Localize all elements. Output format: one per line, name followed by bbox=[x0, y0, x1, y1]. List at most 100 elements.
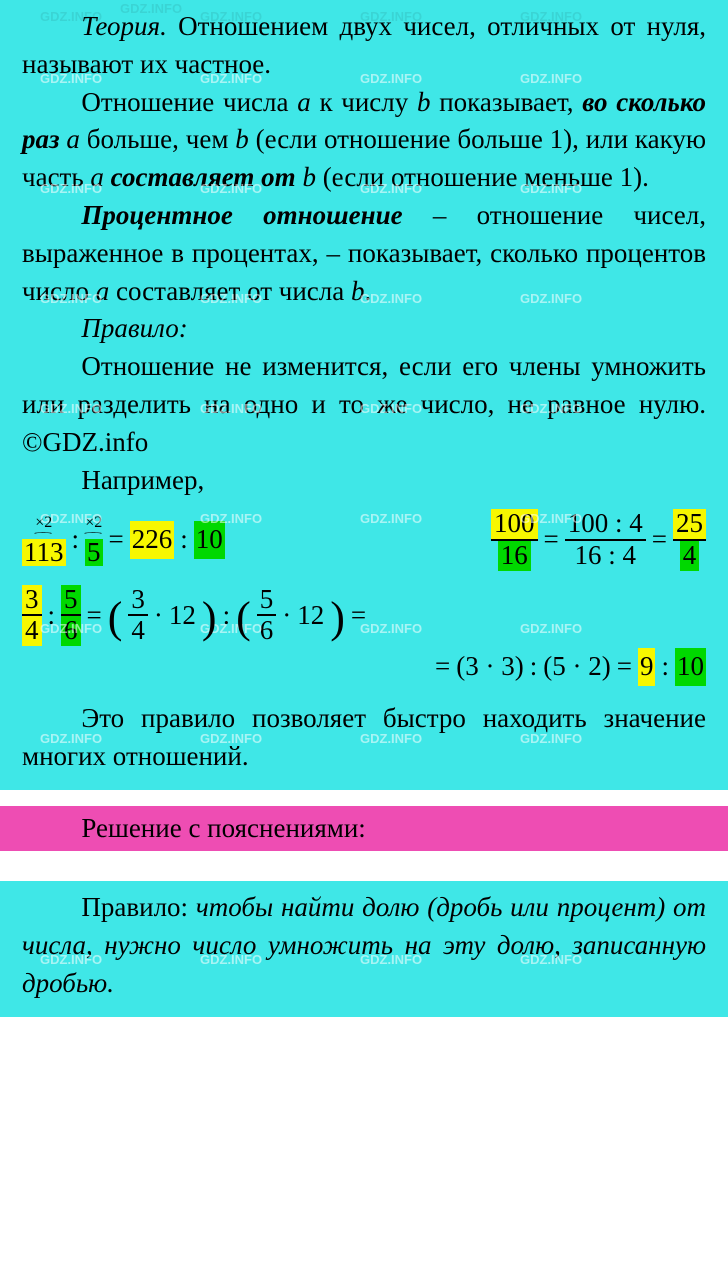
solution-block: GDZ.INFO GDZ.INFO GDZ.INFO GDZ.INFO GDZ.… bbox=[0, 881, 728, 1016]
overbrace-term: ×2 ⏞ 5 bbox=[85, 515, 103, 566]
math-var: a bbox=[90, 162, 104, 192]
equation-2a: 3 4 : 5 6 = ( 3 4 · 12 ) : ( 5 6 · bbox=[22, 585, 366, 646]
fraction: 3 4 bbox=[22, 585, 42, 646]
text: составляет от числа bbox=[109, 276, 351, 306]
highlighted-number: 226 bbox=[130, 521, 175, 559]
denominator: 4 bbox=[22, 616, 42, 646]
numerator: 5 bbox=[257, 585, 277, 617]
expression: (3 · 3) bbox=[456, 648, 523, 686]
example-label: Например, bbox=[22, 462, 706, 500]
text: Отношение не изменится, если его члены у… bbox=[22, 351, 706, 457]
brace-icon: ⏞ bbox=[85, 533, 104, 540]
number: 12 bbox=[169, 597, 196, 635]
operator: = bbox=[652, 521, 667, 559]
numerator: 5 bbox=[61, 585, 81, 617]
highlighted-number: 113 bbox=[22, 539, 66, 566]
solution-rule: Правило: чтобы найти долю (дробь или про… bbox=[22, 889, 706, 1002]
rule-text: Отношение не изменится, если его члены у… bbox=[22, 348, 706, 461]
theory-footer: Это правило позволяет быстро находить зн… bbox=[22, 700, 706, 776]
math-var: b bbox=[302, 162, 316, 192]
paren-close-icon: ) bbox=[202, 600, 217, 635]
section-gap: GDZ.INFO bbox=[0, 790, 728, 806]
solution-header: Решение с пояснениями: bbox=[22, 810, 706, 848]
multiplier-label: ×2 bbox=[85, 515, 102, 531]
equation-1b: 100 16 = 100 : 4 16 : 4 = 25 4 bbox=[491, 509, 706, 570]
equation-1a: ×2 ⏞ 113 : ×2 ⏞ 5 = 226 : 10 bbox=[22, 515, 225, 566]
denominator: 16 bbox=[498, 541, 531, 571]
fraction: 100 : 4 16 : 4 bbox=[565, 509, 646, 570]
operator: = bbox=[87, 597, 102, 635]
theory-para-3: Процентное отношение – отношение чисел, … bbox=[22, 197, 706, 310]
highlighted-number: 10 bbox=[194, 521, 225, 559]
emphasis: Процентное отношение bbox=[81, 200, 402, 230]
fraction: 5 6 bbox=[257, 585, 277, 646]
numerator: 25 bbox=[673, 509, 706, 541]
highlighted-number: 10 bbox=[675, 648, 706, 686]
multiplier-label: ×2 bbox=[35, 515, 52, 531]
math-var: a bbox=[96, 276, 110, 306]
math-example-row-2a: 3 4 : 5 6 = ( 3 4 · 12 ) : ( 5 6 · bbox=[22, 585, 706, 646]
paren-close-icon: ) bbox=[330, 600, 345, 635]
highlighted-number: 9 bbox=[638, 648, 656, 686]
denominator: 4 bbox=[128, 616, 148, 646]
fraction: 100 16 bbox=[491, 509, 538, 570]
operator: : bbox=[180, 521, 188, 559]
brace-icon: ⏞ bbox=[34, 533, 53, 540]
text: Отношение числа bbox=[81, 87, 297, 117]
fraction: 25 4 bbox=[673, 509, 706, 570]
emphasis: составляет от bbox=[111, 162, 296, 192]
text: больше, чем bbox=[80, 124, 235, 154]
numerator: 100 : 4 bbox=[565, 509, 646, 541]
text: Например, bbox=[81, 465, 204, 495]
paren-open-icon: ( bbox=[108, 600, 123, 635]
text: показывает, bbox=[430, 87, 582, 117]
theory-block: GDZ.INFO GDZ.INFO GDZ.INFO GDZ.INFO GDZ.… bbox=[0, 0, 728, 790]
operator: = bbox=[617, 648, 632, 686]
theory-para-1: Теория. Отношением двух чисел, отличных … bbox=[22, 8, 706, 84]
rule-label: Правило: bbox=[81, 313, 187, 343]
operator: : bbox=[530, 648, 538, 686]
denominator: 4 bbox=[680, 541, 700, 571]
section-gap: GDZ.INFO GDZ.INFO GDZ.INFO GDZ.INFO bbox=[0, 851, 728, 881]
fraction: 3 4 bbox=[128, 585, 148, 646]
equation-2b: = (3 · 3) : (5 · 2) = 9 : 10 bbox=[435, 648, 706, 686]
text: к числу bbox=[311, 87, 417, 117]
denominator: 16 : 4 bbox=[572, 541, 640, 571]
math-var: b bbox=[235, 124, 249, 154]
operator: : bbox=[661, 648, 669, 686]
denominator: 6 bbox=[257, 616, 277, 646]
math-var: a bbox=[66, 124, 80, 154]
operator: : bbox=[72, 521, 80, 559]
math-var: a bbox=[297, 87, 311, 117]
text: . bbox=[364, 276, 371, 306]
operator: = bbox=[435, 648, 450, 686]
operator: = bbox=[109, 521, 124, 559]
math-example-row-1: ×2 ⏞ 113 : ×2 ⏞ 5 = 226 : 10 100 16 = 10… bbox=[22, 509, 706, 570]
text: (если отношение меньше 1). bbox=[316, 162, 649, 192]
highlighted-number: 5 bbox=[85, 539, 103, 566]
math-var: b bbox=[417, 87, 431, 117]
math-example-row-2b: = (3 · 3) : (5 · 2) = 9 : 10 bbox=[22, 648, 706, 686]
operator: · bbox=[282, 597, 291, 635]
denominator: 6 bbox=[61, 616, 81, 646]
operator: · bbox=[154, 597, 163, 635]
operator: : bbox=[223, 597, 231, 635]
paren-open-icon: ( bbox=[236, 600, 251, 635]
math-var: b bbox=[351, 276, 365, 306]
operator: = bbox=[544, 521, 559, 559]
rule-label-line: Правило: bbox=[22, 310, 706, 348]
rule-label: Правило: bbox=[81, 892, 195, 922]
operator: : bbox=[48, 597, 56, 635]
expression: (5 · 2) bbox=[543, 648, 610, 686]
solution-header-block: Решение с пояснениями: bbox=[0, 806, 728, 852]
numerator: 3 bbox=[128, 585, 148, 617]
overbrace-term: ×2 ⏞ 113 bbox=[22, 515, 66, 566]
numerator: 100 bbox=[491, 509, 538, 541]
text: Это правило позволяет быстро находить зн… bbox=[22, 703, 706, 771]
theory-para-2: Отношение числа a к числу b показывает, … bbox=[22, 84, 706, 197]
fraction: 5 6 bbox=[61, 585, 81, 646]
numerator: 3 bbox=[22, 585, 42, 617]
number: 12 bbox=[297, 597, 324, 635]
operator: = bbox=[351, 597, 366, 635]
theory-label: Теория. bbox=[81, 11, 166, 41]
